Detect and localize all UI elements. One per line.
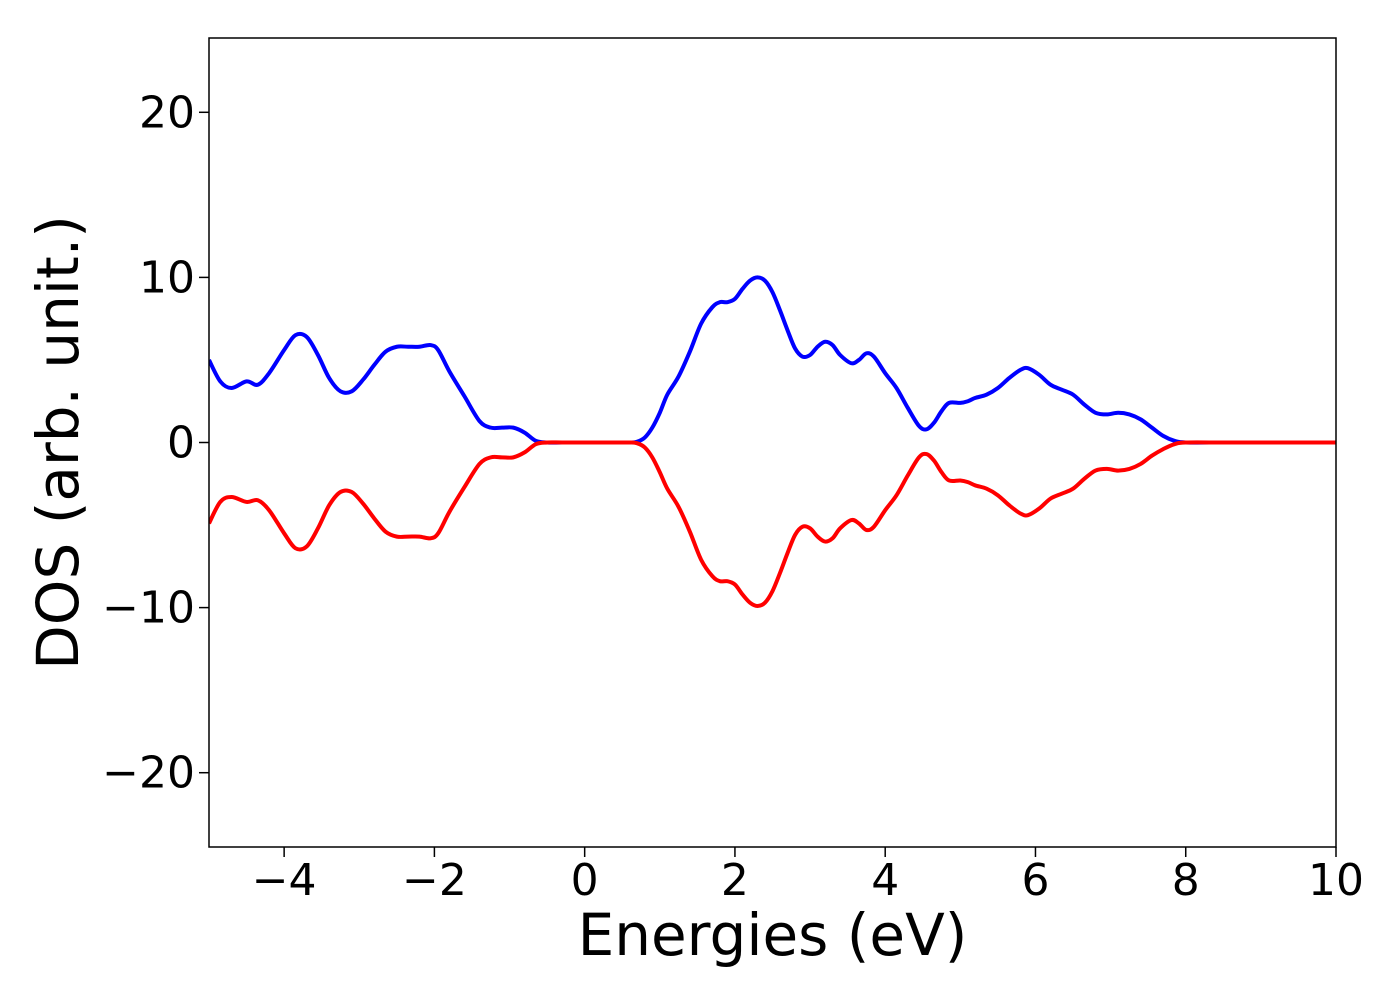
y-tick-label: −10: [102, 583, 195, 634]
y-tick-label: −20: [102, 748, 195, 799]
y-axis-label: DOS (arb. unit.): [24, 215, 92, 670]
y-tick-label: 20: [139, 87, 195, 138]
y-tick-label: 10: [139, 252, 195, 303]
y-axis-ticks: 20 10 0 −10 −20: [102, 87, 209, 799]
x-axis-ticks: −4 −2 0 2 4 6 8 10: [252, 847, 1364, 906]
y-tick-label: 0: [167, 418, 195, 469]
x-tick-label: 8: [1172, 855, 1200, 906]
x-axis-label: Energies (eV): [578, 901, 968, 969]
x-tick-label: 4: [871, 855, 899, 906]
series-layer: [209, 275, 1336, 608]
x-tick-label: −4: [252, 855, 317, 906]
series-line-spin-up: [209, 275, 1336, 445]
plot-frame: [208, 37, 1337, 848]
series-line-spin-down: [209, 440, 1336, 608]
x-tick-label: −2: [402, 855, 467, 906]
x-tick-label: 6: [1021, 855, 1049, 906]
x-tick-label: 0: [571, 855, 599, 906]
x-tick-label: 10: [1308, 855, 1364, 906]
x-tick-label: 2: [721, 855, 749, 906]
